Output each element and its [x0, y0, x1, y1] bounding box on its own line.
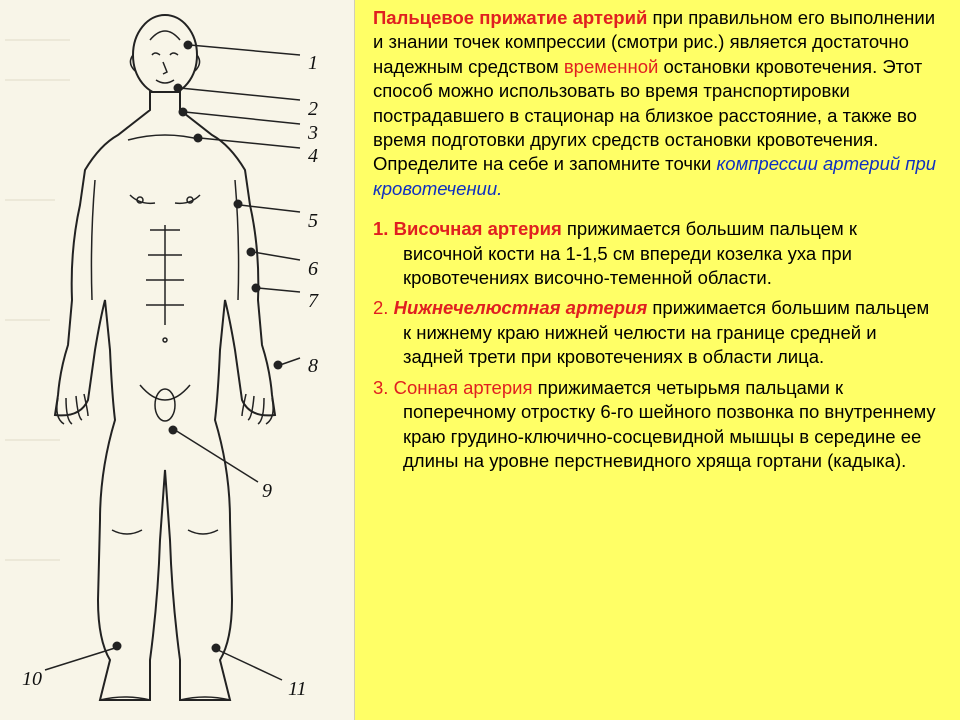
item-number: 3.	[373, 377, 394, 398]
leader-line	[253, 252, 300, 260]
leader-line	[218, 650, 282, 680]
compression-point	[252, 284, 261, 293]
intro-lead: Пальцевое прижатие артерий	[373, 7, 647, 28]
compression-point	[184, 41, 193, 50]
item-number: 2.	[373, 297, 394, 318]
leader-line	[190, 45, 300, 55]
artery-name: Нижнечелюстная артерия	[394, 297, 653, 318]
diagram-label-3: 3	[308, 122, 318, 145]
artery-item: 3. Сонная артерия прижимается четырьмя п…	[373, 376, 942, 474]
leader-line	[180, 88, 300, 100]
diagram-label-8: 8	[308, 355, 318, 378]
leader-line	[280, 358, 300, 365]
intro-red1: временной	[564, 56, 658, 77]
artery-name: Сонная артерия	[394, 377, 533, 398]
artery-item: 1. Височная артерия прижимается большим …	[373, 217, 942, 290]
diagram-label-10: 10	[22, 668, 42, 691]
artery-name: Височная артерия	[394, 218, 562, 239]
diagram-label-11: 11	[288, 678, 307, 701]
diagram-label-6: 6	[308, 258, 318, 281]
diagram-label-1: 1	[308, 52, 318, 75]
intro-paragraph: Пальцевое прижатие артерий при правильно…	[373, 6, 942, 201]
human-figure-svg	[0, 0, 355, 720]
compression-point	[212, 644, 221, 653]
diagram-label-9: 9	[262, 480, 272, 503]
diagram-label-2: 2	[308, 98, 318, 121]
leader-line	[258, 288, 300, 292]
compression-point	[179, 108, 188, 117]
compression-point	[113, 642, 122, 651]
compression-point	[194, 134, 203, 143]
compression-point	[169, 426, 178, 435]
item-number: 1.	[373, 218, 394, 239]
compression-point	[274, 361, 283, 370]
leader-line	[45, 648, 115, 670]
leader-line	[185, 112, 300, 124]
compression-point	[247, 248, 256, 257]
arteries-list: 1. Височная артерия прижимается большим …	[373, 217, 942, 473]
text-column: Пальцевое прижатие артерий при правильно…	[355, 0, 960, 720]
compression-point	[234, 200, 243, 209]
artery-item: 2. Нижнечелюстная артерия прижимается бо…	[373, 296, 942, 369]
compression-point	[174, 84, 183, 93]
diagram-label-4: 4	[308, 145, 318, 168]
anatomy-diagram: 1 234 5 6 7 8 9 10 11	[0, 0, 355, 720]
diagram-label-7: 7	[308, 290, 318, 313]
diagram-label-5: 5	[308, 210, 318, 233]
